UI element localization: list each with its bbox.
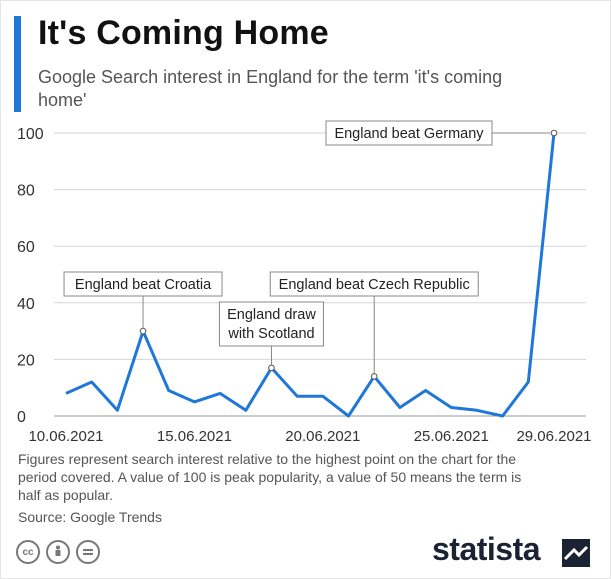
x-tick-label: 20.06.2021: [285, 428, 360, 445]
chart-subtitle: Google Search interest in England for th…: [38, 67, 503, 110]
x-tick-label: 29.06.2021: [516, 428, 591, 445]
annotation-label: England beat Croatia: [75, 277, 212, 293]
annotation-box: [325, 120, 493, 146]
annotation-box: [269, 271, 479, 297]
annotation-point: [550, 129, 558, 137]
annotation-label: with Scotland: [227, 326, 314, 342]
y-tick-label: 20: [17, 352, 35, 369]
annotation-box: [63, 271, 223, 297]
accent-bar: [14, 16, 21, 112]
y-tick-label: 40: [17, 296, 35, 313]
attribution-icon[interactable]: [46, 540, 70, 564]
y-tick-label: 100: [17, 126, 44, 143]
annotation-label: England beat Czech Republic: [279, 277, 470, 293]
statista-logo-icon[interactable]: [562, 539, 590, 567]
no-derivatives-icon[interactable]: [76, 540, 100, 564]
annotation-point: [370, 373, 378, 380]
statista-brand[interactable]: statista: [432, 531, 541, 567]
y-tick-label: 80: [17, 183, 35, 200]
y-tick-label: 0: [17, 409, 26, 426]
series-line: [65, 132, 556, 418]
annotation-label: England beat Germany: [334, 126, 484, 142]
annotation-box: [218, 301, 324, 347]
cc-icon[interactable]: cc: [16, 540, 40, 564]
y-tick-label: 60: [17, 239, 35, 256]
x-tick-label: 15.06.2021: [157, 428, 232, 445]
x-tick-label: 25.06.2021: [414, 428, 489, 445]
annotation-point: [139, 327, 147, 335]
line-chart: 0 20 40 60 80 100 10.06.2021 15.06.2021 20.06.20…: [17, 120, 592, 445]
license-icons: cc: [16, 540, 100, 564]
source-note: Source: Google Trends: [18, 509, 162, 525]
x-tick-label: 10.06.2021: [28, 428, 103, 445]
footnote: Figures represent search interest relati…: [18, 451, 522, 503]
annotation-point: [268, 364, 275, 372]
annotation-label: England draw: [227, 307, 316, 323]
chart-title: It's Coming Home: [38, 14, 329, 52]
